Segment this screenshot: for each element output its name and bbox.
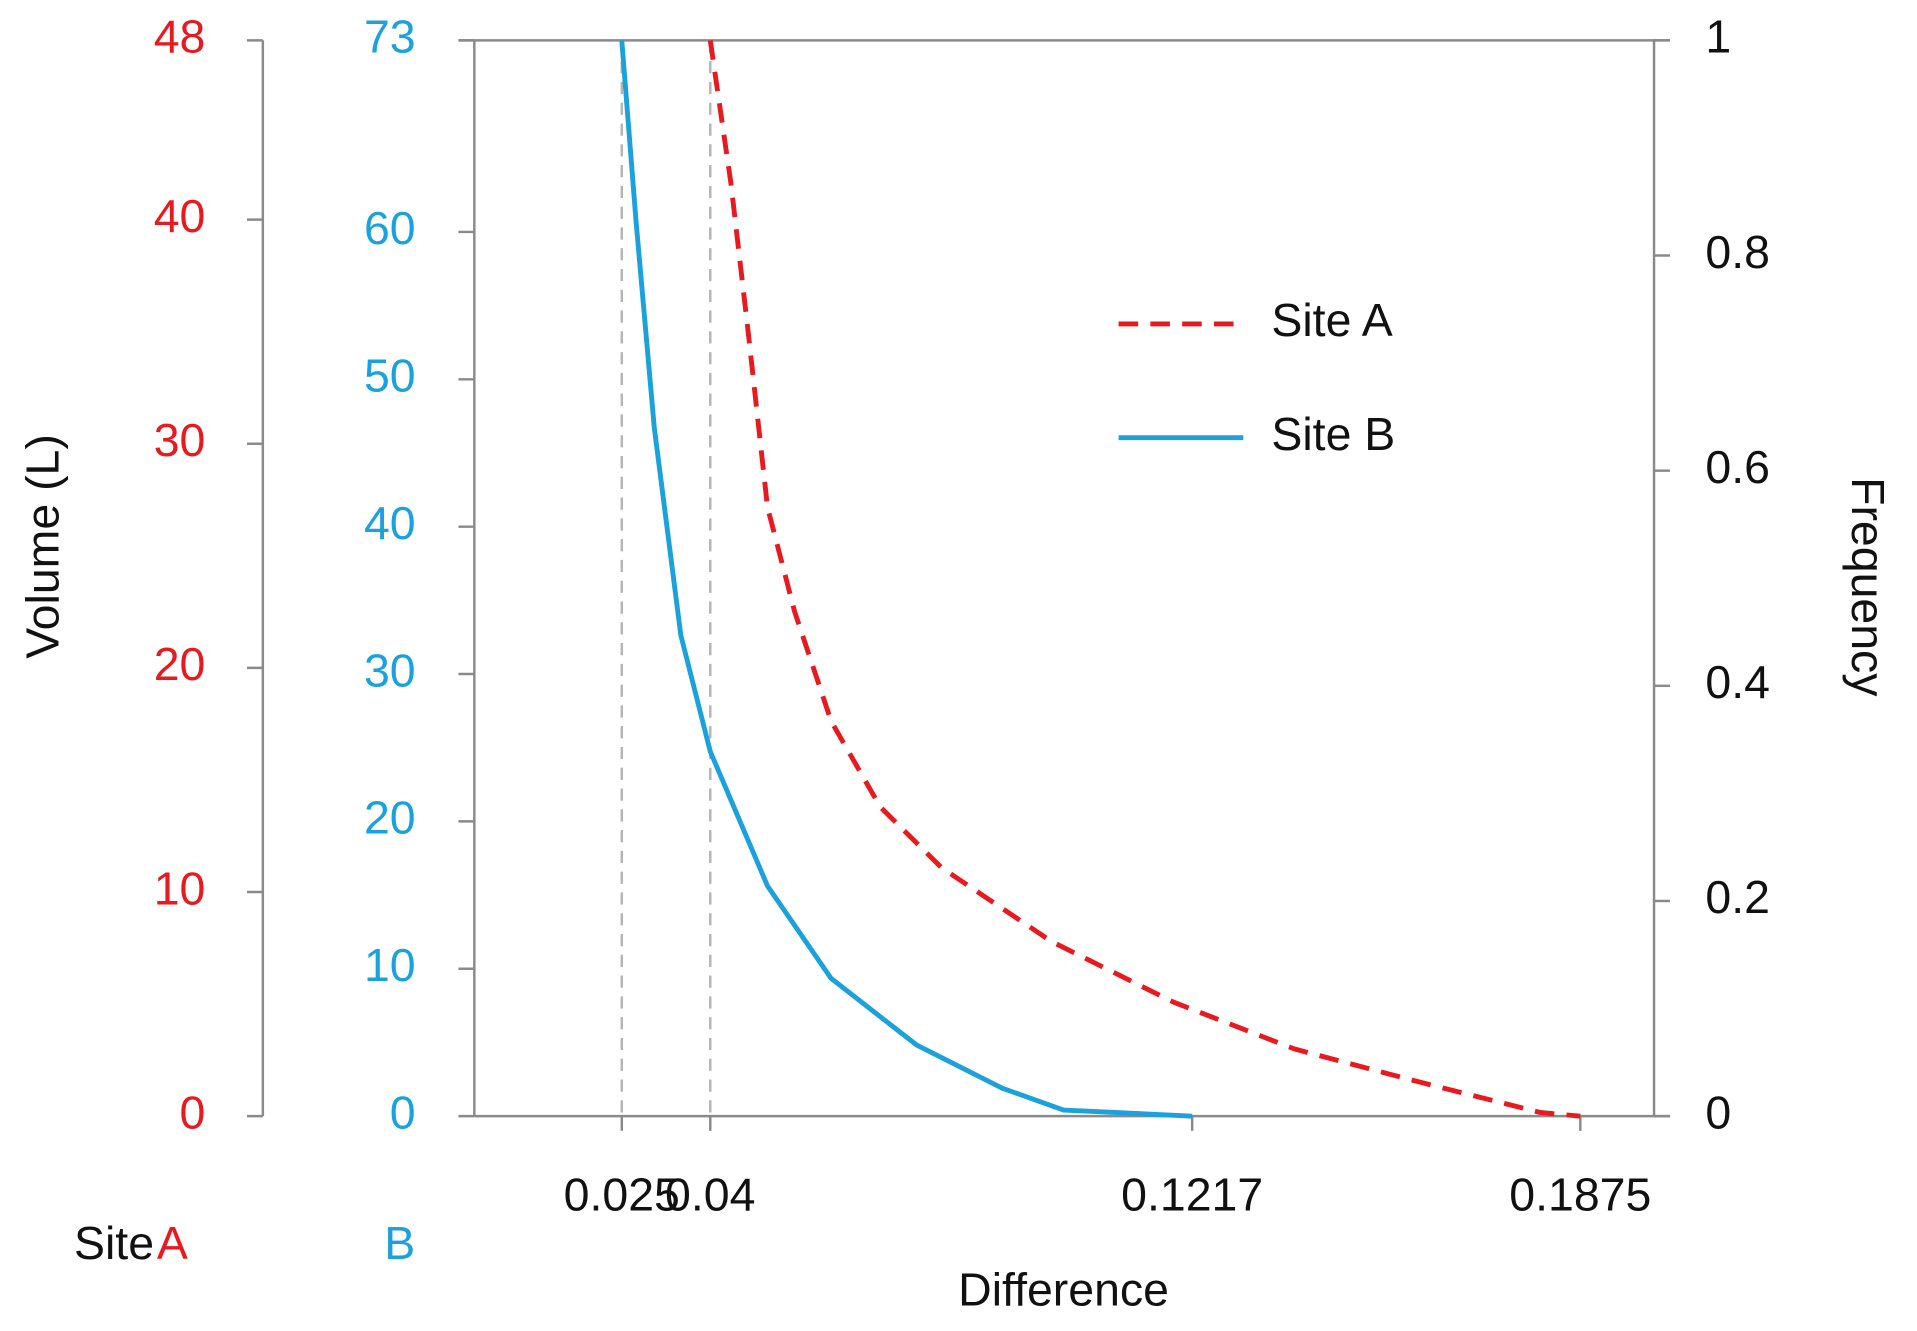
series-line [619, 40, 1193, 1119]
chart-body: Volume (L) Frequency Difference Site 010… [17, 11, 1894, 1316]
y-tick-label: 40 [364, 497, 416, 549]
y2-axis-label: Frequency [1842, 477, 1894, 697]
y2-tick-label: 0.8 [1705, 226, 1770, 278]
y-tick-label: 0 [180, 1086, 206, 1138]
y2-tick-label: 0.2 [1705, 871, 1770, 923]
y-tick-label: 50 [364, 350, 416, 402]
y-tick-label: 30 [154, 414, 206, 466]
caption-prefix: Site [74, 1217, 154, 1269]
x-tick-label: 0.1217 [1121, 1168, 1263, 1220]
y2-tick-label: 0.6 [1705, 441, 1770, 493]
axis-caption: B [384, 1217, 415, 1269]
x-tick-label: 0.1875 [1509, 1168, 1651, 1220]
y-tick-label: 20 [364, 792, 416, 844]
axis-caption: A [157, 1217, 188, 1269]
y-tick-label: 30 [364, 644, 416, 696]
y-tick-label: 48 [154, 11, 206, 63]
y-tick-label: 10 [154, 862, 206, 914]
y2-tick-label: 0 [1705, 1086, 1731, 1138]
x-tick-label: 0.04 [665, 1168, 755, 1220]
y2-tick-label: 0.4 [1705, 656, 1770, 708]
y-axis-label: Volume (L) [17, 434, 69, 659]
legend-label: Site A [1271, 294, 1392, 346]
y-tick-label: 40 [154, 190, 206, 242]
x-tick-label: 0.025 [564, 1168, 680, 1220]
x-axis-label: Difference [958, 1264, 1169, 1316]
y-tick-label: 60 [364, 202, 416, 254]
y-tick-label: 73 [364, 11, 416, 63]
y-tick-label: 10 [364, 939, 416, 991]
y2-tick-label: 1 [1705, 11, 1731, 63]
series-line [707, 39, 1581, 1119]
y-tick-label: 20 [154, 638, 206, 690]
y-tick-label: 0 [390, 1086, 416, 1138]
legend-label: Site B [1271, 408, 1395, 460]
